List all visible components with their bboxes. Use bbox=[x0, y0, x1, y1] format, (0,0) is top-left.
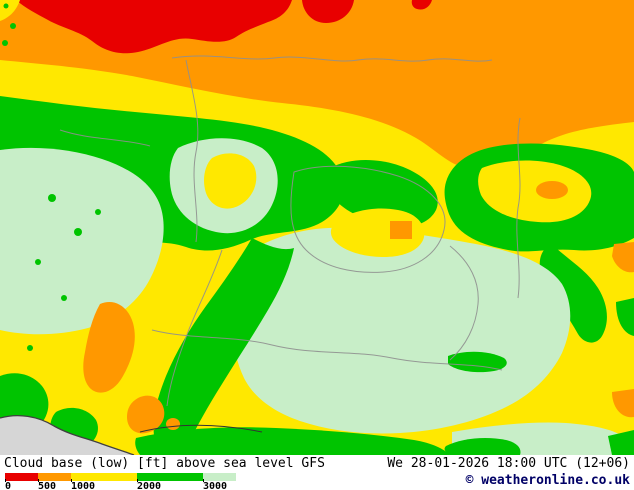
legend-segment-1000-2000 bbox=[71, 473, 137, 481]
weather-map bbox=[0, 0, 634, 455]
legend-tick-label: 1000 bbox=[71, 479, 96, 490]
legend-segment-2000-3000 bbox=[137, 473, 203, 481]
legend-segment-500-1000 bbox=[38, 473, 71, 481]
map-region-topleft-corner bbox=[0, 0, 20, 46]
legend-segment-3000-plus bbox=[203, 473, 236, 481]
legend-tick-label: 0 bbox=[5, 479, 12, 490]
legend-segment-0-500 bbox=[5, 473, 38, 481]
map-title: Cloud base (low) [ft] above sea level GF… bbox=[4, 456, 325, 471]
legend-tick-label: 2000 bbox=[137, 479, 162, 490]
legend-tick-label: 3000 bbox=[203, 479, 228, 490]
legend-bar bbox=[5, 473, 255, 481]
legend-tick-label: 500 bbox=[38, 479, 57, 490]
map-region-yellow-patches bbox=[204, 153, 592, 257]
caption-bar: Cloud base (low) [ft] above sea level GF… bbox=[0, 455, 634, 490]
color-scale-legend: 0 500 1000 2000 3000 bbox=[5, 473, 255, 490]
legend-ticks: 0 500 1000 2000 3000 bbox=[5, 479, 255, 490]
map-region-red bbox=[16, 0, 432, 54]
map-datetime: We 28-01-2026 18:00 UTC (12+06) bbox=[387, 456, 630, 471]
map-canvas bbox=[0, 0, 634, 455]
map-region-sea bbox=[0, 415, 135, 455]
copyright-text: © weatheronline.co.uk bbox=[465, 473, 630, 488]
map-country-borders bbox=[59, 55, 521, 433]
map-region-orange-patches bbox=[83, 181, 634, 434]
